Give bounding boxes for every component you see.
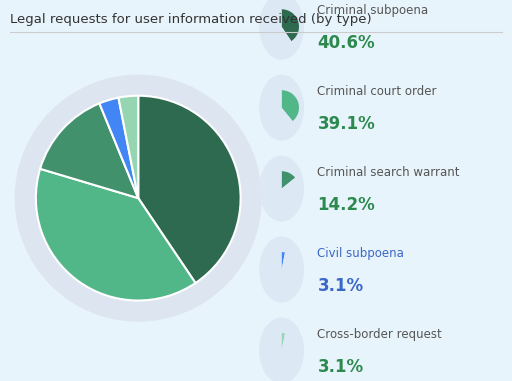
Circle shape	[260, 75, 303, 140]
Text: Criminal court order: Criminal court order	[317, 85, 437, 98]
Text: 14.2%: 14.2%	[317, 195, 375, 214]
Wedge shape	[282, 9, 299, 41]
Wedge shape	[282, 333, 285, 351]
Wedge shape	[282, 252, 285, 270]
Wedge shape	[282, 171, 295, 189]
Wedge shape	[40, 103, 138, 198]
Text: Legal requests for user information received (by type): Legal requests for user information rece…	[10, 13, 372, 26]
Circle shape	[15, 75, 261, 321]
Text: 39.1%: 39.1%	[317, 115, 375, 133]
Wedge shape	[264, 9, 291, 44]
Text: Criminal subpoena: Criminal subpoena	[317, 4, 429, 17]
Text: 3.1%: 3.1%	[317, 357, 364, 376]
Wedge shape	[264, 252, 299, 287]
Wedge shape	[36, 169, 196, 301]
Circle shape	[260, 156, 303, 221]
Circle shape	[260, 318, 303, 381]
Text: Criminal search warrant: Criminal search warrant	[317, 166, 460, 179]
Wedge shape	[118, 96, 138, 198]
Wedge shape	[282, 90, 299, 121]
Wedge shape	[264, 90, 293, 125]
Wedge shape	[138, 96, 241, 283]
Wedge shape	[264, 171, 299, 206]
Text: Cross-border request: Cross-border request	[317, 328, 442, 341]
Circle shape	[260, 0, 303, 59]
Text: Civil subpoena: Civil subpoena	[317, 247, 404, 260]
Text: 40.6%: 40.6%	[317, 34, 375, 52]
Wedge shape	[99, 98, 138, 198]
Circle shape	[260, 237, 303, 302]
Wedge shape	[264, 333, 299, 368]
Text: 3.1%: 3.1%	[317, 277, 364, 295]
